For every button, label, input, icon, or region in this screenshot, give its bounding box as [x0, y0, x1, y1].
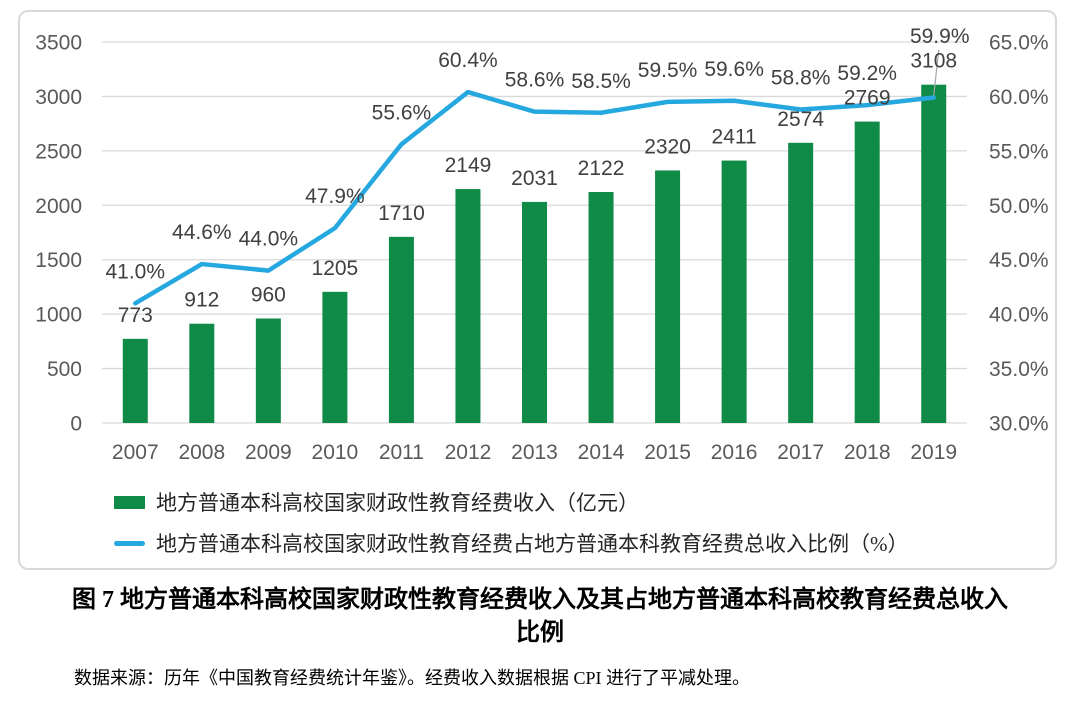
trend-line [133, 89, 936, 306]
x-axis-label: 2017 [777, 441, 824, 464]
legend-item-bar: 地方普通本科高校国家财政性教育经费收入（亿元） [114, 487, 639, 517]
bar [655, 170, 681, 423]
x-axis-label: 2009 [245, 441, 292, 464]
percent-label: 44.6% [172, 221, 232, 244]
bar [921, 84, 947, 423]
bar [189, 323, 215, 423]
data-source-note: 数据来源：历年《中国教育经费统计年鉴》。经费收入数据根据 CPI 进行了平减处理… [74, 668, 751, 688]
y-axis-left-tick: 2500 [35, 140, 82, 163]
percent-label: 59.9% [910, 25, 970, 48]
figure-caption-line1: 图 7 地方普通本科高校国家财政性教育经费收入及其占地方普通本科高校教育经费总收… [72, 587, 1008, 613]
y-axis-left-tick: 3000 [35, 86, 82, 109]
x-axis-label: 2011 [379, 441, 424, 464]
x-axis-label: 2019 [910, 441, 957, 464]
line-legend-swatch [114, 540, 145, 546]
line-legend-label: 地方普通本科高校国家财政性教育经费占地方普通本科教育经费总收入比例（%） [156, 532, 909, 556]
bar-value-label: 2122 [578, 157, 625, 180]
bar-value-label: 2574 [777, 108, 824, 131]
y-axis-left-tick: 2000 [35, 195, 82, 218]
figure-caption-line2: 比例 [516, 620, 564, 646]
y-axis-right-tick: 50.0% [989, 195, 1049, 218]
bar [122, 338, 148, 423]
bar-value-label: 2149 [445, 154, 492, 177]
combo-chart: 0 30.0% 500 35.0% 1000 40.0% 1500 45.0% 2000 50.0… [35, 25, 1049, 464]
percent-label: 55.6% [372, 101, 432, 124]
bar-legend-swatch [114, 495, 145, 509]
bar [322, 291, 348, 423]
bar-legend-label: 地方普通本科高校国家财政性教育经费收入（亿元） [156, 491, 639, 515]
x-axis-label: 2014 [578, 441, 625, 464]
bar-value-label: 912 [184, 289, 219, 312]
percent-label: 58.8% [771, 66, 831, 89]
bar [388, 236, 414, 423]
bar-value-label: 2031 [511, 167, 558, 190]
y-axis-left-tick: 1000 [35, 304, 82, 327]
percent-label: 59.6% [704, 58, 764, 81]
bar [854, 121, 880, 423]
bar-value-label: 773 [118, 304, 153, 327]
y-axis-right-tick: 65.0% [989, 32, 1049, 55]
percent-label: 47.9% [305, 185, 365, 208]
bar [788, 142, 814, 424]
y-axis-left-tick: 1500 [35, 249, 82, 272]
percent-label: 59.2% [837, 62, 897, 85]
bar-value-label: 1205 [312, 257, 359, 280]
y-axis-right-tick: 35.0% [989, 358, 1049, 381]
x-axis-label: 2015 [644, 441, 691, 464]
x-axis-label: 2010 [312, 441, 359, 464]
bar [588, 192, 614, 423]
bar-value-label: 2769 [844, 87, 891, 110]
y-axis-left-tick: 500 [47, 358, 82, 381]
x-axis-label: 2012 [445, 441, 492, 464]
x-axis-label: 2018 [844, 441, 891, 464]
x-axis-label: 2013 [511, 441, 558, 464]
percent-label: 60.4% [438, 49, 498, 72]
y-axis-right-tick: 55.0% [989, 140, 1049, 163]
bar-value-label: 960 [251, 283, 286, 306]
bar-value-label: 3108 [910, 50, 957, 73]
bar [255, 318, 281, 423]
x-axis-label: 2008 [178, 441, 225, 464]
percent-label: 58.5% [571, 70, 631, 93]
y-axis-right-tick: 30.0% [989, 413, 1049, 436]
y-axis-right-tick: 60.0% [989, 86, 1049, 109]
bar [522, 201, 547, 423]
bar [721, 160, 747, 424]
percent-label: 41.0% [105, 260, 165, 283]
leader-line [933, 49, 940, 96]
x-axis-label: 2007 [112, 441, 159, 464]
percent-label: 44.0% [239, 228, 299, 251]
y-axis-right-tick: 40.0% [989, 304, 1049, 327]
bar [455, 189, 481, 423]
y-axis-right-tick: 45.0% [989, 249, 1049, 272]
bar-value-label: 1710 [378, 202, 425, 225]
bar-value-label: 2411 [712, 126, 757, 149]
chart-frame: 0 30.0% 500 35.0% 1000 40.0% 1500 45.0% 2000 50.0… [18, 10, 1057, 570]
percent-label: 58.6% [505, 69, 565, 92]
y-axis-left-tick: 3500 [35, 32, 82, 55]
y-axis-left-tick: 0 [70, 413, 82, 436]
legend-item-line: 地方普通本科高校国家财政性教育经费占地方普通本科教育经费总收入比例（%） [114, 528, 909, 558]
x-axis-label: 2016 [711, 441, 758, 464]
percent-label: 59.5% [638, 59, 698, 82]
figure-caption: 图 7 地方普通本科高校国家财政性教育经费收入及其占地方普通本科高校教育经费总收… [0, 584, 1080, 650]
bar-value-label: 2320 [644, 135, 691, 158]
